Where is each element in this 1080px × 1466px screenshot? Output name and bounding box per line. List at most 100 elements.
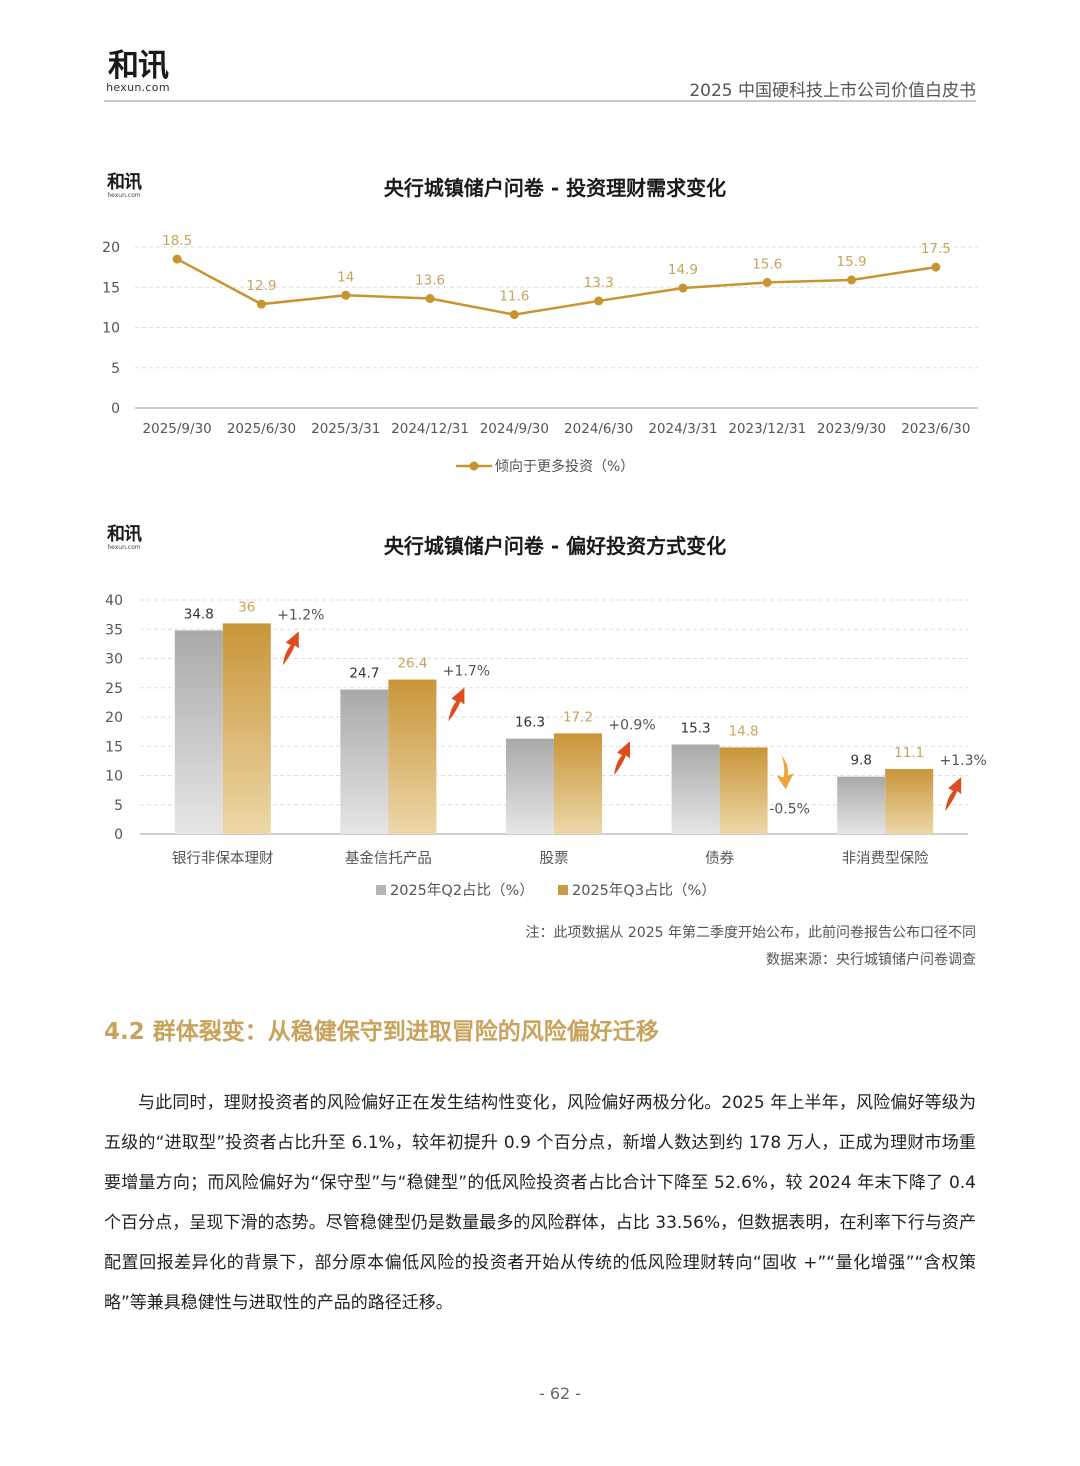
line-chart-point bbox=[256, 299, 266, 309]
bar-chart-x-tick: 债券 bbox=[705, 850, 734, 867]
bar-q3-data-label: 11.1 bbox=[894, 745, 924, 761]
line-chart: 0 5 10 15 20 2025/9/30 2025/6/30 2025/3/31 2024/… bbox=[102, 233, 978, 475]
line-chart-point bbox=[425, 294, 435, 304]
chart2-logo: 和讯 hexun.com bbox=[103, 525, 145, 551]
bar-legend-q3-label: 2025年Q3占比（%） bbox=[572, 882, 716, 899]
line-chart-data-label: 18.5 bbox=[162, 233, 192, 249]
bar-q3-data-label: 36 bbox=[238, 599, 255, 615]
change-label: +1.3% bbox=[940, 753, 987, 769]
change-arrow-up bbox=[614, 741, 630, 776]
bar-q3 bbox=[885, 769, 934, 834]
change-arrow-down bbox=[776, 755, 794, 790]
bar-q3-data-label: 17.2 bbox=[563, 709, 593, 725]
logo-text-en: hexun.com bbox=[106, 81, 170, 94]
line-chart-y-tick: 0 bbox=[111, 401, 120, 417]
bar-q3 bbox=[222, 623, 271, 834]
body-paragraph: 与此同时，理财投资者的风险偏好正在发生结构性变化，风险偏好两极分化。2025 年… bbox=[104, 1093, 976, 1313]
bar-chart-x-tick: 非消费型保险 bbox=[842, 850, 929, 867]
data-source: 数据来源：央行城镇储户问卷调查 bbox=[766, 952, 976, 968]
change-arrow-up bbox=[282, 631, 299, 666]
chart1-logo: 和讯 hexun.com bbox=[103, 173, 145, 199]
bar-chart: 0 5 10 15 20 25 30 35 40 34.8 36 银行非保本理财 +1.2% 24.7 26… bbox=[105, 593, 987, 899]
bar-chart-y-tick: 35 bbox=[105, 622, 123, 638]
line-chart-x-tick: 2025/9/30 bbox=[143, 421, 212, 437]
line-chart-y-tick: 5 bbox=[111, 361, 120, 377]
bar-chart-y-tick: 30 bbox=[105, 652, 123, 668]
bar-q3-data-label: 14.8 bbox=[729, 723, 759, 739]
line-chart-data-label: 12.9 bbox=[246, 278, 276, 294]
bar-chart-y-tick: 25 bbox=[105, 681, 123, 697]
bar-q3 bbox=[554, 733, 602, 834]
change-label: +1.7% bbox=[443, 664, 490, 680]
line-chart-data-label: 15.6 bbox=[752, 256, 782, 272]
chart1-logo-en: hexun.com bbox=[107, 192, 141, 199]
line-chart-x-tick: 2025/3/31 bbox=[311, 421, 380, 437]
bar-legend-q2-label: 2025年Q2占比（%） bbox=[390, 882, 534, 899]
line-chart-data-label: 13.3 bbox=[584, 275, 614, 291]
line-chart-point bbox=[509, 310, 519, 320]
document-title: 2025 中国硬科技上市公司价值白皮书 bbox=[689, 81, 976, 101]
line-chart-point bbox=[931, 262, 941, 272]
bar-chart-x-tick: 股票 bbox=[540, 851, 569, 867]
line-chart-legend-marker bbox=[469, 461, 479, 471]
line-chart-point bbox=[678, 283, 688, 293]
page-number: - 62 - bbox=[538, 1384, 582, 1403]
bar-q2-data-label: 9.8 bbox=[850, 753, 871, 769]
line-chart-x-tick: 2023/12/31 bbox=[728, 421, 806, 437]
bar-q2-data-label: 34.8 bbox=[184, 606, 214, 622]
line-chart-point bbox=[594, 296, 604, 306]
line-chart-x-tick: 2025/6/30 bbox=[227, 421, 296, 437]
change-label: -0.5% bbox=[769, 801, 810, 817]
bar-q2 bbox=[506, 738, 554, 834]
chart-note: 注：此项数据从 2025 年第二季度开始公布，此前问卷报告公布口径不同 bbox=[525, 925, 976, 941]
chart1-title: 央行城镇储户问卷 - 投资理财需求变化 bbox=[383, 176, 727, 200]
bar-q2 bbox=[174, 630, 223, 834]
line-chart-x-tick: 2023/6/30 bbox=[901, 421, 970, 437]
logo-text-cn: 和讯 bbox=[108, 48, 169, 84]
chart2-title: 央行城镇储户问卷 - 偏好投资方式变化 bbox=[383, 534, 727, 558]
line-chart-point bbox=[847, 275, 857, 285]
bar-q2 bbox=[340, 689, 389, 834]
hexun-logo: 和讯 hexun.com bbox=[104, 50, 172, 94]
bar-q2-data-label: 24.7 bbox=[349, 666, 379, 682]
line-chart-data-label: 13.6 bbox=[415, 273, 445, 289]
bar-q2-data-label: 16.3 bbox=[515, 715, 545, 731]
line-chart-point bbox=[762, 277, 772, 287]
line-chart-legend-label: 倾向于更多投资（%） bbox=[495, 458, 634, 475]
bar-legend-q2-swatch bbox=[376, 885, 386, 895]
bar-chart-y-tick: 15 bbox=[105, 739, 123, 755]
line-chart-data-label: 14 bbox=[337, 269, 354, 285]
line-chart-data-label: 17.5 bbox=[921, 241, 951, 257]
change-arrow-up bbox=[448, 687, 465, 722]
line-chart-data-label: 15.9 bbox=[837, 254, 867, 270]
line-chart-y-tick: 10 bbox=[102, 321, 120, 337]
line-chart-x-tick: 2024/3/31 bbox=[648, 421, 717, 437]
line-chart-x-tick: 2024/9/30 bbox=[480, 421, 549, 437]
header-divider bbox=[104, 100, 976, 102]
bar-chart-y-tick: 40 bbox=[105, 593, 123, 609]
bar-chart-x-tick: 基金信托产品 bbox=[345, 850, 432, 867]
change-label: +0.9% bbox=[608, 717, 655, 733]
line-chart-y-tick: 15 bbox=[102, 280, 120, 296]
line-chart-data-label: 14.9 bbox=[668, 262, 698, 278]
line-chart-point bbox=[172, 254, 182, 264]
chart1-logo-cn: 和讯 bbox=[107, 172, 142, 193]
bar-q2 bbox=[671, 744, 720, 834]
chart2-logo-cn: 和讯 bbox=[107, 524, 142, 545]
line-chart-data-label: 11.6 bbox=[499, 289, 529, 305]
line-chart-x-tick: 2024/6/30 bbox=[564, 421, 633, 437]
line-chart-x-tick: 2023/9/30 bbox=[817, 421, 886, 437]
bar-q3 bbox=[719, 747, 768, 834]
change-label: +1.2% bbox=[277, 607, 324, 623]
bar-legend-q3-swatch bbox=[558, 885, 568, 895]
bar-q2-data-label: 15.3 bbox=[681, 720, 711, 736]
line-chart-y-tick: 20 bbox=[102, 240, 120, 256]
section-heading: 4.2 群体裂变：从稳健保守到进取冒险的风险偏好迁移 bbox=[104, 1019, 659, 1045]
bar-chart-y-tick: 10 bbox=[105, 769, 123, 785]
bar-chart-y-tick: 20 bbox=[105, 710, 123, 726]
bar-q3 bbox=[388, 679, 437, 834]
line-chart-series-line bbox=[176, 257, 937, 316]
line-chart-point bbox=[341, 290, 351, 300]
bar-chart-y-tick: 5 bbox=[114, 798, 123, 814]
line-chart-x-tick: 2024/12/31 bbox=[391, 421, 469, 437]
